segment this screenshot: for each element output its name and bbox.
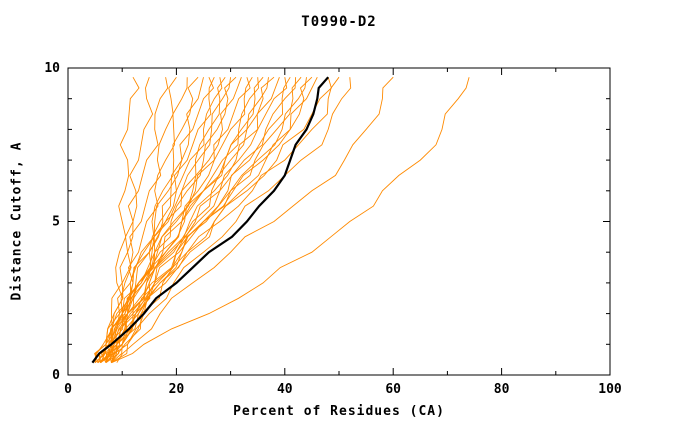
model-curve	[94, 77, 232, 364]
model-curve	[109, 77, 251, 363]
model-curve	[94, 77, 215, 363]
model-curve	[111, 77, 204, 363]
model-curve	[105, 77, 332, 363]
model-curve	[94, 76, 318, 364]
x-tick-label: 80	[494, 382, 510, 397]
model-curve	[100, 76, 340, 363]
y-tick-label: 10	[44, 61, 60, 76]
x-tick-label: 20	[169, 382, 185, 397]
x-tick-label: 0	[64, 382, 72, 397]
model-curve	[100, 77, 169, 364]
model-curve	[105, 77, 280, 364]
model-curve	[100, 77, 242, 363]
x-axis-label: Percent of Residues (CA)	[233, 404, 445, 419]
model-curve	[105, 76, 302, 363]
x-tick-label: 100	[598, 382, 622, 397]
model-curve	[111, 77, 470, 364]
x-tick-label: 60	[385, 382, 401, 397]
model-curve	[111, 77, 269, 364]
y-tick-label: 0	[52, 368, 60, 383]
model-curve	[94, 76, 177, 363]
model-curve	[111, 77, 352, 364]
selected-model-curve	[91, 76, 330, 364]
model-curve	[116, 76, 394, 363]
chart-title: T0990-D2	[301, 14, 377, 30]
axis-frame	[67, 67, 611, 376]
y-tick-label: 5	[52, 215, 60, 230]
model-curve	[97, 77, 297, 364]
model-curve	[98, 77, 288, 363]
model-curve	[99, 76, 199, 363]
model-curve	[105, 77, 259, 364]
model-curve	[94, 76, 275, 363]
x-tick-label: 40	[277, 382, 293, 397]
